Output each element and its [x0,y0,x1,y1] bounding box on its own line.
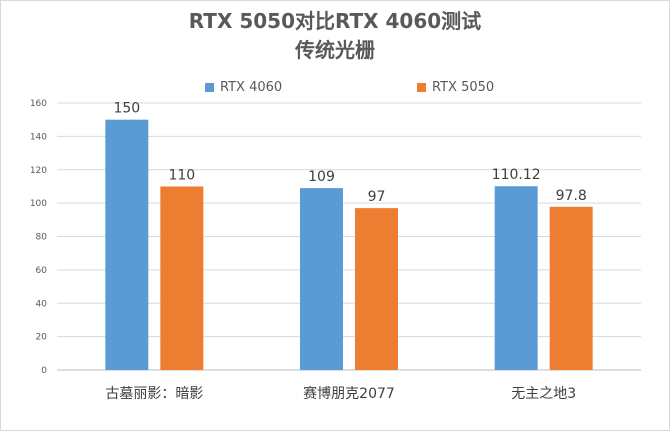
data-label-rtx-5050-2: 97.8 [556,188,587,204]
bar-rtx-4060-1 [300,188,343,370]
chart-subtitle: 传统光栅 [295,38,375,62]
bar-rtx-5050-0 [160,186,204,370]
y-tick-label-0: 0 [41,366,47,376]
x-category-label-1: 赛博朋克2077 [303,385,395,402]
bar-rtx-4060-0 [105,119,149,370]
legend-swatch-rtx-4060 [205,83,214,92]
legend-label-rtx-5050: RTX 5050 [432,80,495,95]
legend-item-rtx-4060: RTX 4060 [205,80,282,95]
legend-label-rtx-4060: RTX 4060 [220,80,283,95]
legend-swatch-rtx-5050 [417,83,426,92]
legend-item-rtx-5050: RTX 5050 [417,80,494,95]
y-tick-label-100: 100 [30,199,47,209]
data-label-rtx-5050-1: 97 [368,189,386,205]
y-tick-label-20: 20 [36,333,48,343]
bar-rtx-5050-2 [549,206,593,370]
x-category-label-0: 古墓丽影：暗影 [105,386,203,402]
bar-rtx-4060-2 [494,186,538,370]
data-label-rtx-4060-2: 110.12 [492,167,541,183]
y-tick-label-140: 140 [30,132,47,142]
data-label-rtx-4060-1: 109 [308,169,335,185]
y-tick-label-60: 60 [36,266,48,276]
data-label-rtx-4060-0: 150 [113,101,140,117]
data-label-rtx-5050-0: 110 [168,167,195,183]
bar-rtx-5050-1 [355,208,398,370]
y-tick-label-160: 160 [30,99,47,109]
chart-title: RTX 5050对比RTX 4060测试 [188,9,482,33]
x-category-label-2: 无主之地3 [511,386,576,402]
y-tick-label-40: 40 [36,299,48,309]
y-tick-label-80: 80 [36,233,48,243]
y-tick-label-120: 120 [30,166,47,176]
